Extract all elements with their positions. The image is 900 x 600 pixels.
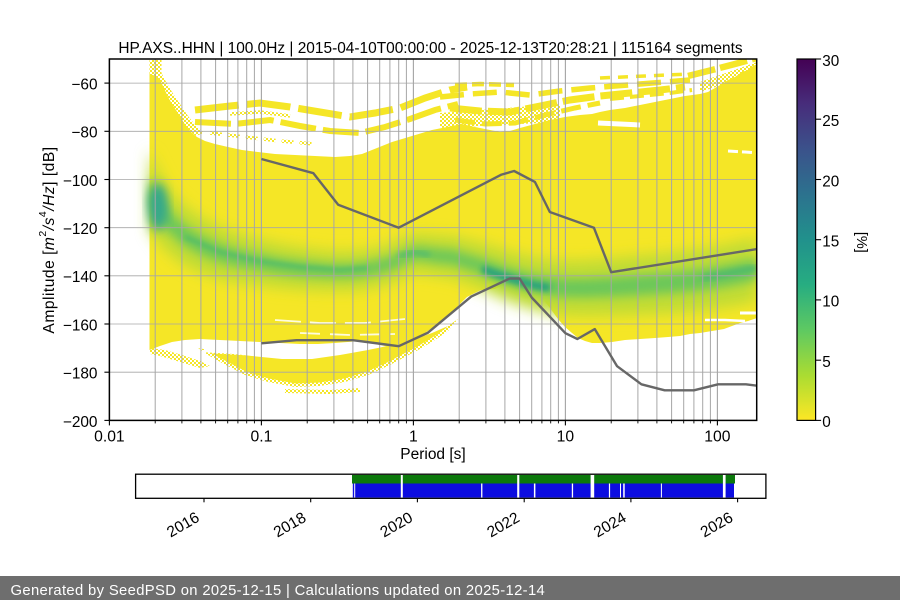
svg-text:0: 0 [822,414,831,431]
svg-text:5: 5 [822,354,831,371]
svg-text:1: 1 [409,429,418,446]
svg-text:−160: −160 [63,317,98,334]
svg-text:[%]: [%] [853,232,869,253]
svg-text:0.01: 0.01 [94,429,125,446]
svg-text:10: 10 [557,429,575,446]
svg-text:−60: −60 [71,77,97,94]
svg-text:Generated by SeedPSD on 2025-1: Generated by SeedPSD on 2025-12-15 | Cal… [11,583,546,599]
svg-text:−180: −180 [63,366,98,383]
svg-text:20: 20 [822,173,839,190]
svg-text:10: 10 [822,294,839,311]
svg-text:0.1: 0.1 [250,429,272,446]
svg-text:100: 100 [704,429,730,446]
svg-text:25: 25 [822,113,839,130]
svg-text:Period [s]: Period [s] [400,446,465,463]
svg-text:HP.AXS..HHN | 100.0Hz | 2015-0: HP.AXS..HHN | 100.0Hz | 2015-04-10T00:00… [118,40,742,57]
svg-text:Amplitude [m2/s4/Hz] [dB]: Amplitude [m2/s4/Hz] [dB] [37,146,58,333]
svg-text:30: 30 [822,53,839,70]
svg-text:−200: −200 [63,414,98,431]
svg-text:−100: −100 [63,173,98,190]
svg-text:−80: −80 [71,125,97,142]
svg-text:15: 15 [822,234,839,251]
svg-text:−120: −120 [63,221,98,238]
svg-text:−140: −140 [63,269,98,286]
